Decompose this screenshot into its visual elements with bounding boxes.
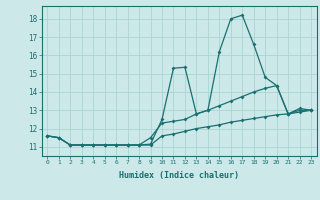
X-axis label: Humidex (Indice chaleur): Humidex (Indice chaleur) [119, 171, 239, 180]
